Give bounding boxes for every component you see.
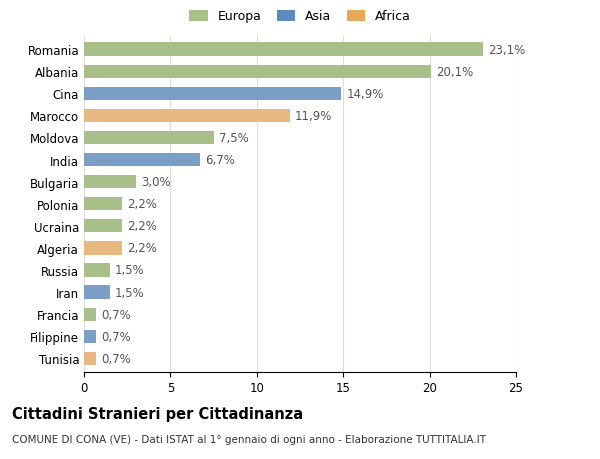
Text: 23,1%: 23,1% bbox=[488, 44, 526, 56]
Text: 3,0%: 3,0% bbox=[141, 176, 170, 189]
Legend: Europa, Asia, Africa: Europa, Asia, Africa bbox=[185, 7, 415, 27]
Bar bbox=[84, 264, 110, 277]
Bar bbox=[84, 308, 96, 321]
Bar bbox=[84, 220, 122, 233]
Bar bbox=[84, 43, 483, 56]
Bar bbox=[84, 330, 96, 343]
Text: 14,9%: 14,9% bbox=[347, 88, 384, 101]
Text: 2,2%: 2,2% bbox=[127, 220, 157, 233]
Text: 6,7%: 6,7% bbox=[205, 154, 235, 167]
Text: 1,5%: 1,5% bbox=[115, 264, 145, 277]
Text: 1,5%: 1,5% bbox=[115, 286, 145, 299]
Text: 0,7%: 0,7% bbox=[101, 308, 131, 321]
Text: COMUNE DI CONA (VE) - Dati ISTAT al 1° gennaio di ogni anno - Elaborazione TUTTI: COMUNE DI CONA (VE) - Dati ISTAT al 1° g… bbox=[12, 434, 486, 444]
Text: 0,7%: 0,7% bbox=[101, 352, 131, 365]
Bar bbox=[84, 154, 200, 167]
Text: 0,7%: 0,7% bbox=[101, 330, 131, 343]
Bar bbox=[84, 242, 122, 255]
Bar bbox=[84, 65, 431, 78]
Bar bbox=[84, 352, 96, 365]
Bar bbox=[84, 286, 110, 299]
Text: 2,2%: 2,2% bbox=[127, 198, 157, 211]
Bar bbox=[84, 176, 136, 189]
Text: 11,9%: 11,9% bbox=[295, 110, 332, 123]
Bar bbox=[84, 198, 122, 211]
Bar bbox=[84, 132, 214, 145]
Text: Cittadini Stranieri per Cittadinanza: Cittadini Stranieri per Cittadinanza bbox=[12, 406, 303, 421]
Bar bbox=[84, 87, 341, 101]
Text: 2,2%: 2,2% bbox=[127, 242, 157, 255]
Bar bbox=[84, 109, 290, 123]
Text: 20,1%: 20,1% bbox=[437, 66, 474, 78]
Text: 7,5%: 7,5% bbox=[219, 132, 248, 145]
